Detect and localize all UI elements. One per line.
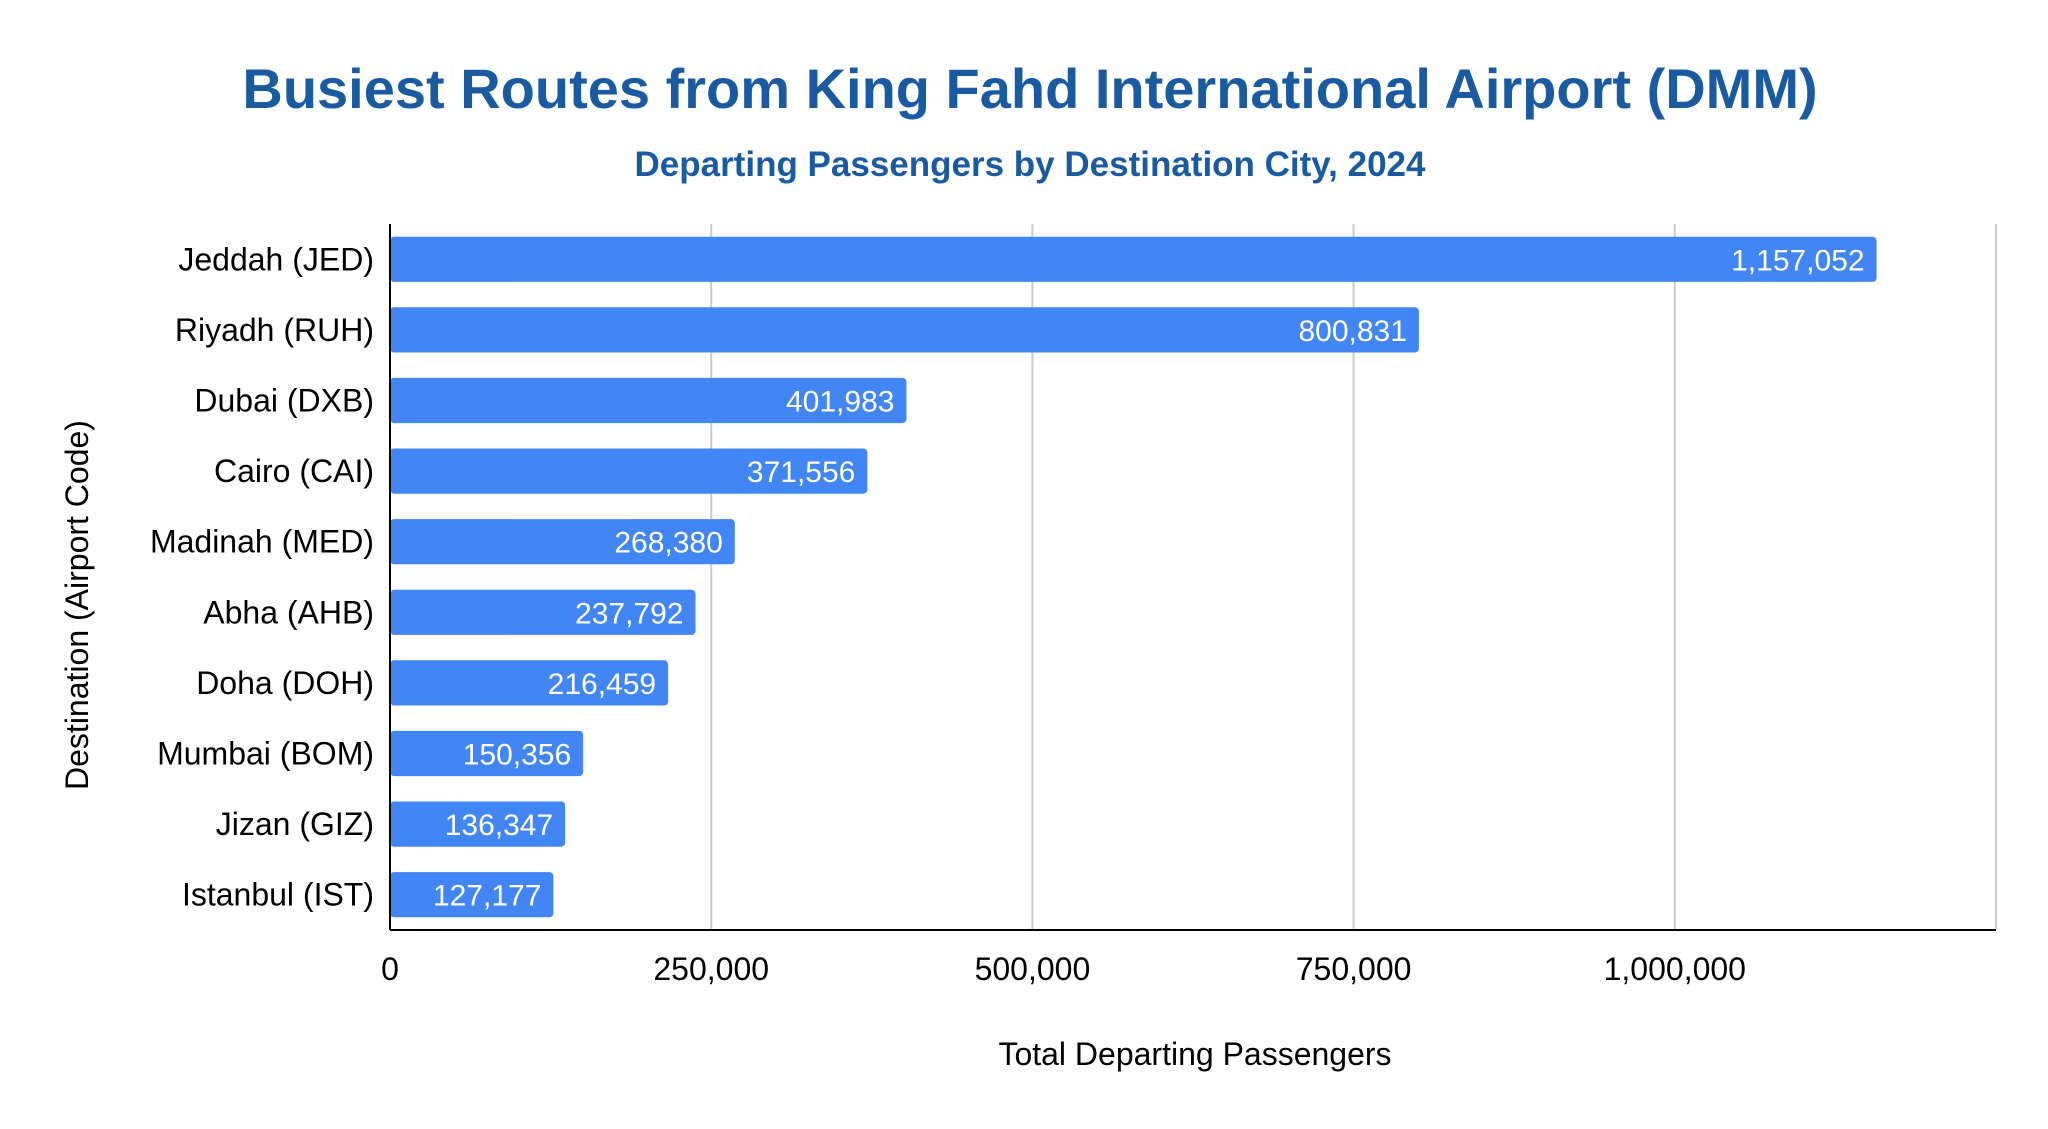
data-label: 216,459	[548, 668, 656, 701]
bar	[390, 448, 868, 494]
category-label: Istanbul (IST)	[182, 877, 374, 913]
x-tick-label: 1,000,000	[1604, 951, 1746, 987]
data-label: 268,380	[614, 527, 722, 560]
x-tick-label: 250,000	[653, 951, 769, 987]
data-label: 237,792	[575, 597, 683, 630]
data-label: 401,983	[786, 386, 894, 419]
category-label: Mumbai (BOM)	[157, 736, 374, 772]
data-label: 1,157,052	[1731, 244, 1864, 277]
category-label: Jizan (GIZ)	[216, 806, 374, 842]
y-axis-title: Destination (Airport Code)	[59, 420, 95, 790]
x-tick-labels: 0 250,000 500,000 750,000 1,000,000	[381, 951, 1746, 987]
data-label: 371,556	[747, 456, 855, 489]
x-tick-label: 750,000	[1296, 951, 1412, 987]
category-label: Dubai (DXB)	[194, 383, 374, 419]
bar	[390, 307, 1419, 353]
category-label: Jeddah (JED)	[178, 241, 374, 277]
bar	[390, 872, 554, 918]
bar	[390, 236, 1877, 282]
x-axis-title: Total Departing Passengers	[998, 1036, 1391, 1072]
data-label: 150,356	[463, 739, 571, 772]
x-tick-label: 500,000	[975, 951, 1091, 987]
data-labels: 1,157,052 800,831 401,983 371,556 268,380 237…	[433, 244, 1865, 912]
chart-subtitle: Departing Passengers by Destination City…	[634, 145, 1426, 184]
bar	[390, 377, 907, 424]
category-label: Madinah (MED)	[150, 524, 374, 560]
chart-title: Busiest Routes from King Fahd Internatio…	[242, 57, 1817, 120]
data-label: 127,177	[433, 880, 541, 913]
category-label: Riyadh (RUH)	[175, 312, 374, 348]
category-labels: Jeddah (JED) Riyadh (RUH) Dubai (DXB) Cairo…	[150, 241, 374, 912]
x-tick-label: 0	[381, 951, 399, 987]
category-label: Cairo (CAI)	[214, 453, 374, 489]
category-label: Doha (DOH)	[196, 665, 374, 701]
data-label: 800,831	[1298, 315, 1406, 348]
category-label: Abha (AHB)	[203, 594, 374, 630]
bar	[390, 730, 584, 777]
bar	[390, 519, 735, 565]
bar	[390, 589, 696, 635]
bar	[390, 660, 669, 706]
data-label: 136,347	[445, 809, 553, 842]
bar	[390, 801, 566, 847]
bars	[390, 236, 1877, 918]
